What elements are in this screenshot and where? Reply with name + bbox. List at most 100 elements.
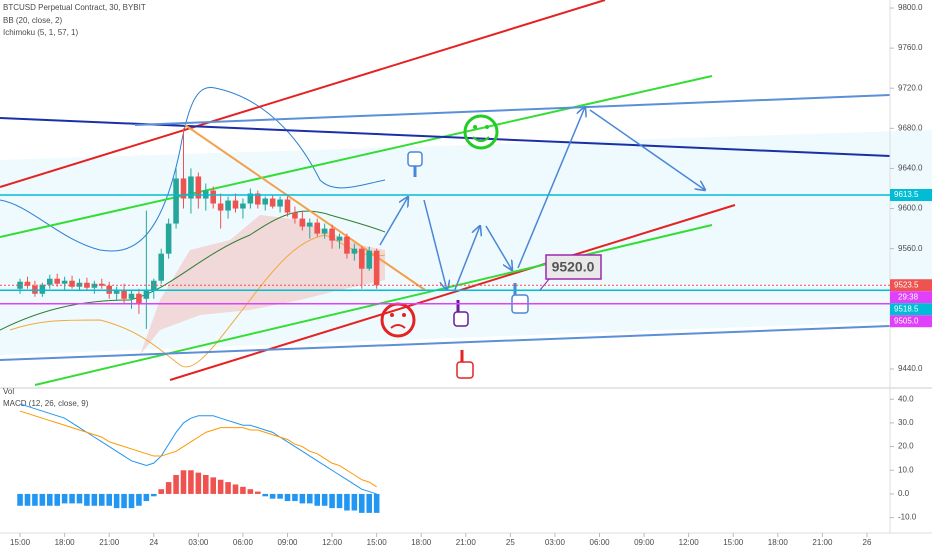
x-tick-label: 09:00 bbox=[277, 538, 298, 547]
x-tick-label: 15:00 bbox=[723, 538, 744, 547]
candle-body bbox=[150, 280, 157, 291]
candle-body bbox=[269, 198, 276, 207]
x-tick-label: 24 bbox=[149, 538, 158, 547]
candle-body bbox=[76, 282, 83, 287]
y-tick-label: 9720.0 bbox=[898, 83, 923, 92]
chart-title: BTCUSD Perpetual Contract, 30, BYBIT bbox=[3, 3, 146, 12]
candle-body bbox=[307, 222, 313, 227]
countdown-box bbox=[890, 291, 932, 304]
macd-histogram-bar bbox=[32, 493, 38, 506]
candle-body bbox=[121, 290, 127, 299]
macd-histogram-bar bbox=[344, 493, 350, 511]
candle-body bbox=[180, 178, 187, 199]
y-tick-label: 9760.0 bbox=[898, 43, 923, 52]
y-tick-label: 9560.0 bbox=[898, 244, 923, 253]
macd-histogram-bar bbox=[61, 493, 68, 504]
macd-histogram-bar bbox=[121, 493, 127, 509]
macd-histogram-bar bbox=[262, 493, 269, 497]
trend-line bbox=[0, 75, 713, 238]
x-tick-label: 15:00 bbox=[10, 538, 31, 547]
hand-icon bbox=[456, 350, 474, 379]
x-tick-label: 18:00 bbox=[55, 538, 76, 547]
candle-body bbox=[158, 253, 164, 281]
macd-histogram-bar bbox=[128, 493, 135, 509]
macd-histogram-bar bbox=[321, 493, 328, 506]
smiley-face bbox=[463, 114, 499, 150]
price-label-box bbox=[890, 279, 932, 292]
callout-pointer bbox=[539, 277, 551, 291]
indicator-label: BB (20, close, 2) bbox=[3, 16, 62, 25]
macd-histogram-bar bbox=[173, 474, 179, 494]
macd-histogram-bar bbox=[180, 470, 187, 494]
macd-histogram-bar bbox=[247, 489, 254, 494]
macd-histogram-bar bbox=[351, 493, 358, 511]
x-tick-label: 06:00 bbox=[233, 538, 254, 547]
x-tick-label: 18:00 bbox=[768, 538, 789, 547]
macd-histogram-bar bbox=[158, 489, 164, 494]
candle-body bbox=[24, 281, 31, 286]
macd-histogram-bar bbox=[98, 493, 105, 506]
candle-body bbox=[91, 283, 98, 288]
candle-body bbox=[217, 203, 224, 211]
candle-body bbox=[299, 218, 306, 227]
candle-body bbox=[98, 283, 105, 286]
candle-body bbox=[351, 248, 358, 254]
x-tick-label: 03:00 bbox=[188, 538, 209, 547]
bollinger-basis bbox=[0, 210, 386, 331]
macd-histogram-bar bbox=[91, 493, 98, 506]
macd-histogram-bar bbox=[269, 493, 276, 499]
candle-body bbox=[136, 293, 142, 304]
x-tick-label: 03:00 bbox=[545, 538, 566, 547]
macd-histogram-bar bbox=[299, 493, 306, 504]
candle-body bbox=[247, 193, 254, 204]
candle-body bbox=[143, 290, 150, 299]
macd-histogram-bar bbox=[69, 493, 75, 504]
candle-body bbox=[210, 190, 216, 204]
macd-histogram-bar bbox=[366, 493, 373, 513]
x-tick-label: 21:00 bbox=[99, 538, 120, 547]
macd-histogram-bar bbox=[24, 493, 31, 506]
candle-body bbox=[61, 280, 68, 284]
indicator-label: Vol bbox=[3, 387, 14, 396]
candle-body bbox=[128, 293, 135, 299]
macd-histogram-bar bbox=[150, 493, 157, 497]
y-tick-label: 9640.0 bbox=[898, 164, 923, 173]
macd-histogram-bar bbox=[46, 493, 53, 506]
price-label: 9505.0 bbox=[894, 316, 919, 325]
candle-body bbox=[277, 199, 283, 207]
candle-body bbox=[255, 193, 261, 205]
macd-histogram-bar bbox=[54, 493, 60, 506]
candle-body bbox=[336, 236, 343, 241]
y-tick-label: 20.0 bbox=[898, 442, 914, 451]
macd-histogram-bar bbox=[136, 493, 142, 506]
callout-box bbox=[545, 254, 602, 280]
macd-histogram-bar bbox=[255, 491, 261, 494]
macd-histogram-bar bbox=[292, 493, 298, 502]
x-tick-label: 15:00 bbox=[367, 538, 388, 547]
y-tick-label: 30.0 bbox=[898, 418, 914, 427]
macd-histogram-bar bbox=[39, 493, 46, 506]
trend-line bbox=[34, 224, 713, 386]
macd-histogram-bar bbox=[217, 479, 224, 494]
candle-body bbox=[54, 278, 60, 284]
y-tick-label: 40.0 bbox=[898, 394, 914, 403]
bollinger-upper bbox=[0, 87, 386, 252]
macd-histogram-bar bbox=[188, 470, 194, 494]
candle-body bbox=[329, 228, 335, 241]
x-tick-label: 12:00 bbox=[679, 538, 700, 547]
macd-histogram-bar bbox=[359, 493, 365, 513]
macd-histogram-bar bbox=[84, 493, 90, 506]
macd-histogram-bar bbox=[329, 493, 335, 509]
trend-line bbox=[184, 124, 426, 291]
macd-histogram-bar bbox=[277, 493, 283, 499]
x-tick-label: 26 bbox=[863, 538, 872, 547]
macd-line bbox=[19, 410, 377, 488]
macd-histogram-bar bbox=[106, 493, 112, 506]
macd-histogram-bar bbox=[143, 493, 150, 502]
candle-body bbox=[232, 200, 239, 209]
x-tick-label: 06:00 bbox=[590, 538, 611, 547]
y-tick-label: 9680.0 bbox=[898, 123, 923, 132]
x-tick-label: 25 bbox=[506, 538, 515, 547]
candle-body bbox=[165, 223, 172, 254]
